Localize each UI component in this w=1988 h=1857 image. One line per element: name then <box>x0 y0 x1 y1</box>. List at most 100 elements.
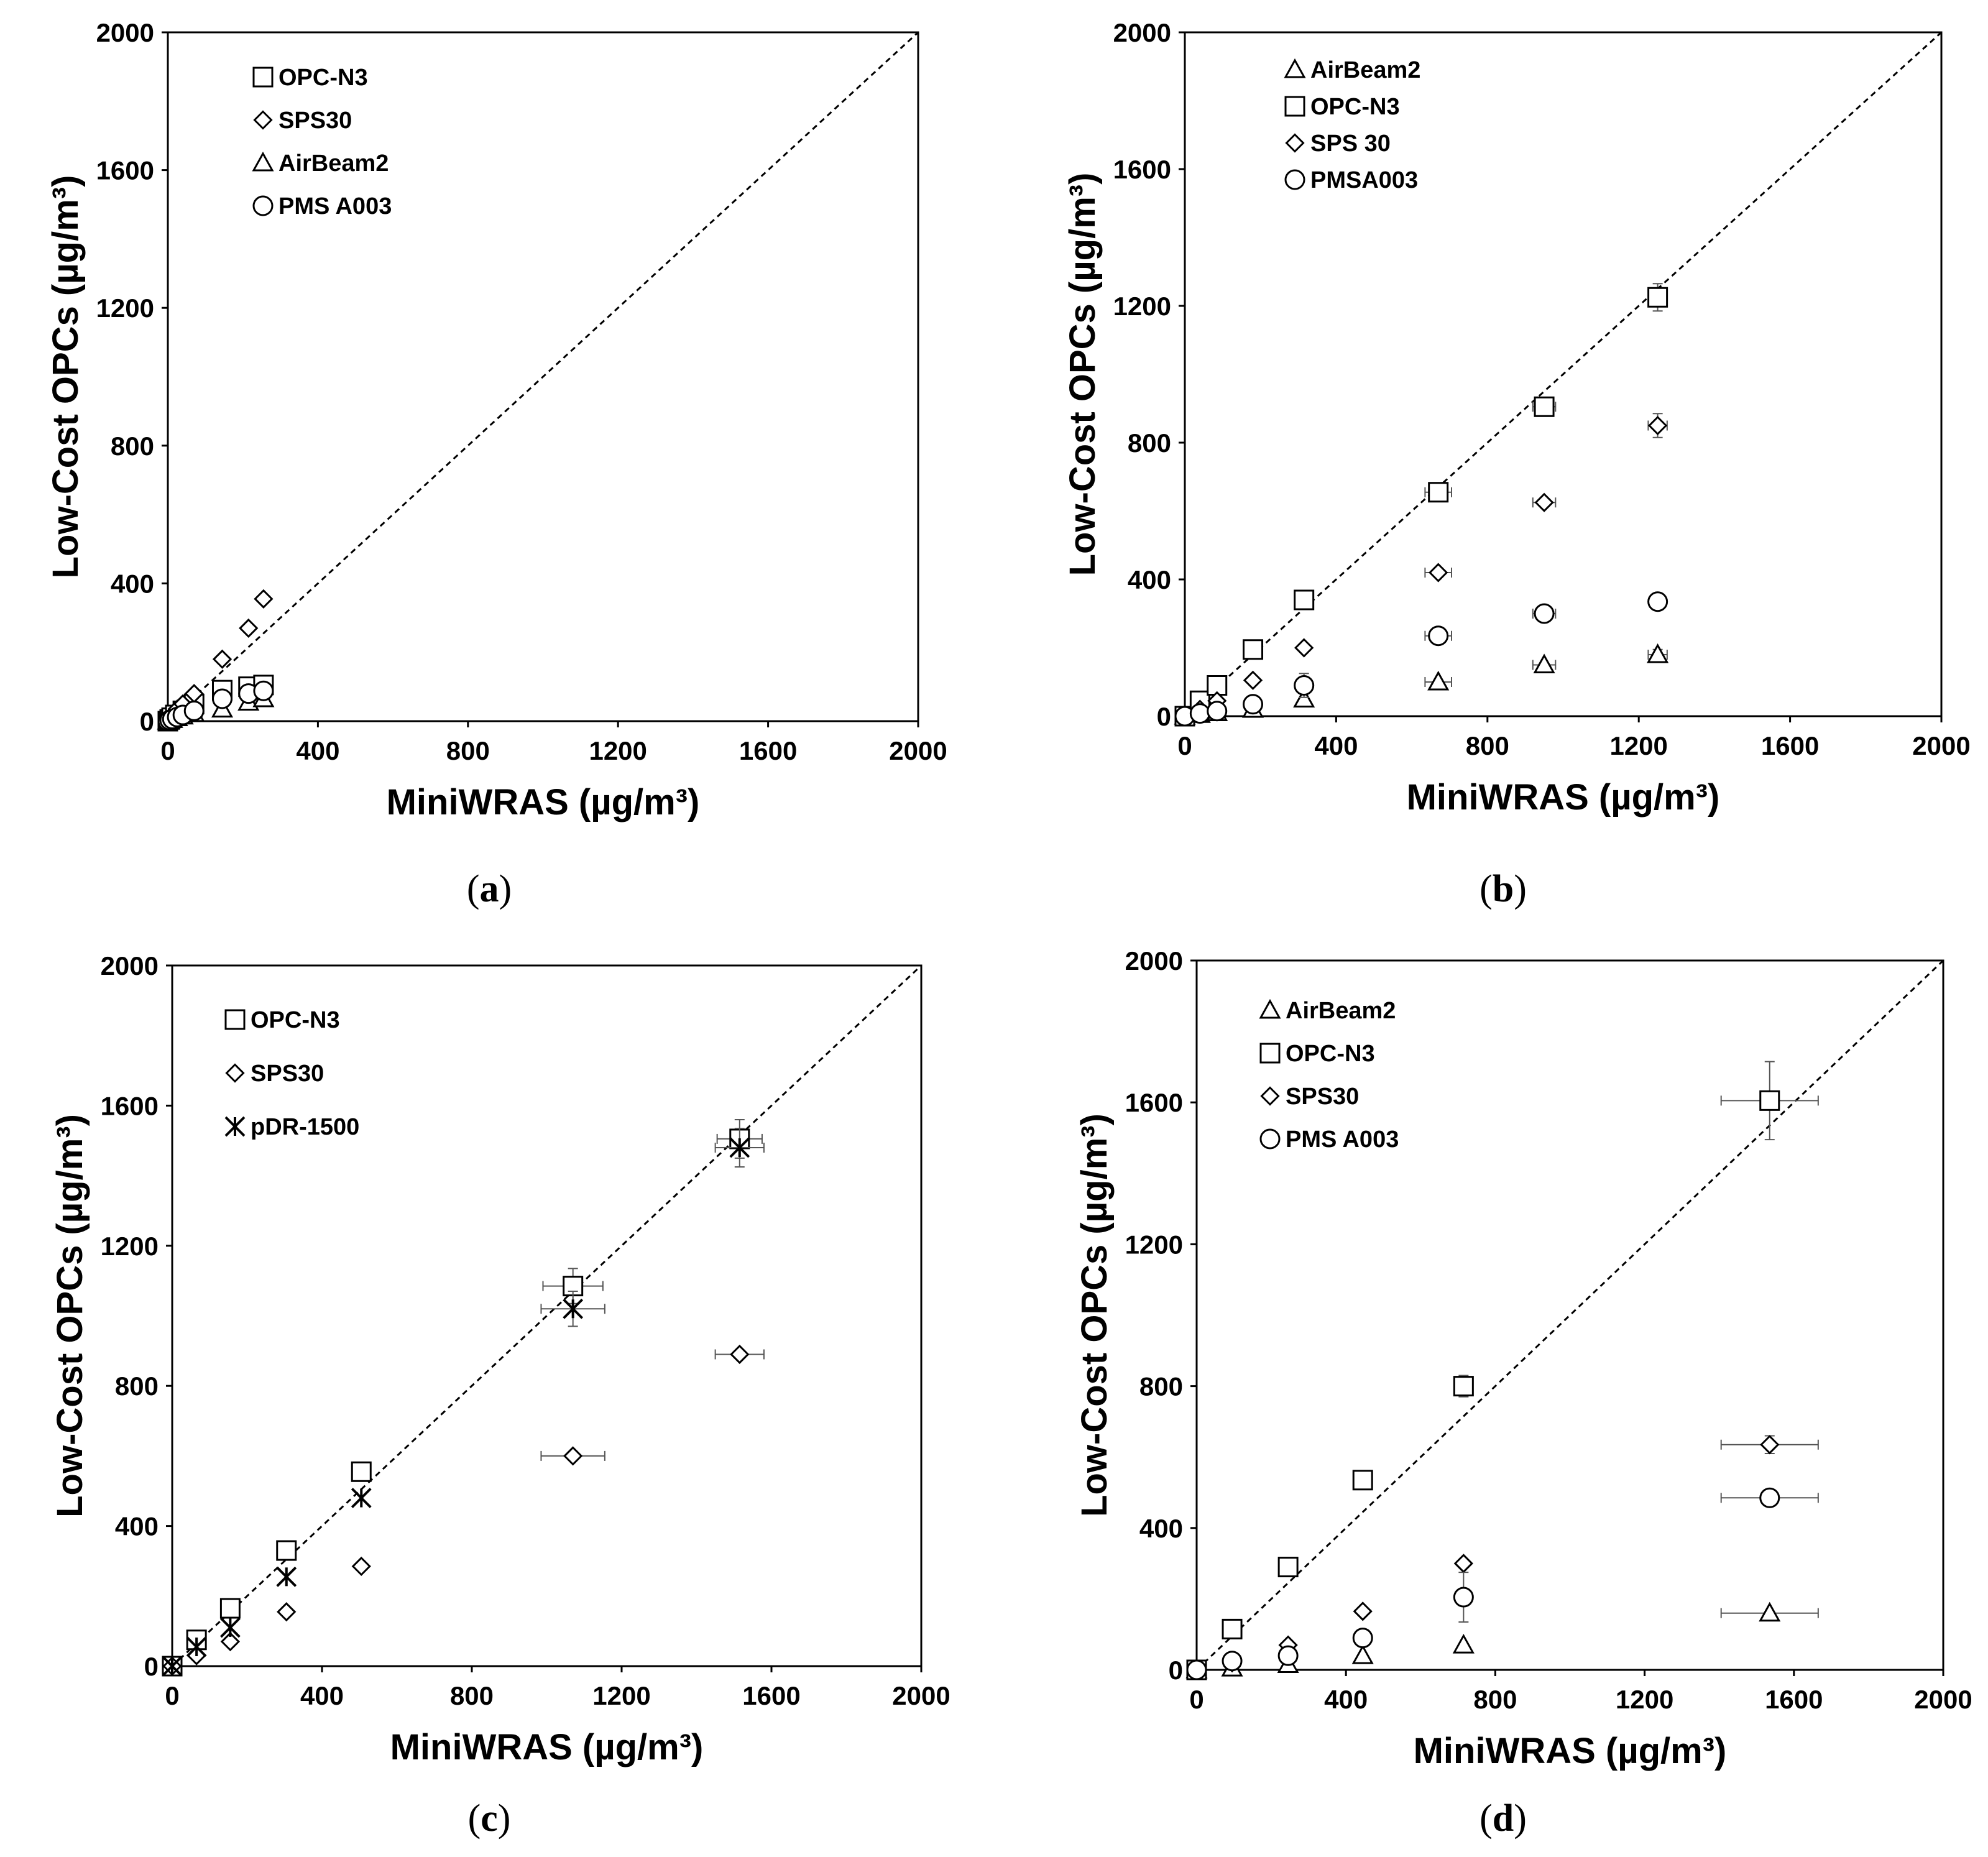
data-point <box>1294 675 1315 696</box>
panel-a-ylabel: Low-Cost OPCs (µg/m³) <box>45 175 86 579</box>
caption-paren: ( <box>1479 1797 1493 1840</box>
legend-marker <box>252 67 274 88</box>
data-point <box>1277 1557 1299 1578</box>
panel-b-legend: AirBeam2 OPC-N3 SPS 30 PMSA003 <box>1284 57 1420 193</box>
data-point <box>1533 653 1555 673</box>
panel-c-ytick-label: 1600 <box>101 1091 159 1120</box>
panel-c-xtick-label: 1600 <box>742 1681 800 1710</box>
panel-d-series-pms-a003 <box>1186 1487 1819 1680</box>
legend-entry: SPS 30 <box>1285 131 1391 157</box>
legend-label: PMSA003 <box>1310 167 1418 193</box>
panel-b-ytick-label: 0 <box>1157 702 1171 731</box>
data-point <box>1759 1601 1781 1622</box>
legend-entry: AirBeam2 <box>1259 998 1396 1024</box>
legend-label: SPS30 <box>278 108 352 134</box>
data-point <box>1294 589 1315 611</box>
panel-c-xtick-label: 0 <box>165 1681 179 1710</box>
data-point <box>1352 1470 1373 1491</box>
panel-c-ytick-label: 800 <box>115 1371 159 1401</box>
legend-entry: OPC-N3 <box>252 65 368 91</box>
legend-entry: OPC-N3 <box>1284 94 1400 120</box>
caption-letter: a <box>480 868 499 910</box>
caption-paren: ) <box>1514 1797 1527 1840</box>
panel-b-ytick-label: 400 <box>1128 565 1171 594</box>
data-point <box>212 688 233 709</box>
panel-d-ytick-label: 1600 <box>1125 1088 1183 1117</box>
panel-b-ytick-label: 1200 <box>1113 292 1171 321</box>
data-point <box>1294 638 1314 658</box>
legend-marker <box>252 195 274 216</box>
data-point <box>186 1636 207 1657</box>
legend-marker <box>1284 58 1306 78</box>
panel-d: 0 400 800 1200 1600 2000 0 400 800 1200 1600 2000 Mi… <box>1074 946 1972 1840</box>
caption-letter: c <box>481 1797 498 1840</box>
legend-entry: AirBeam2 <box>252 150 389 177</box>
panel-c-xtick-label: 2000 <box>892 1681 950 1710</box>
panel-c-xlabel: MiniWRAS (µg/m³) <box>390 1727 704 1767</box>
legend-marker <box>1284 96 1305 117</box>
caption-paren: ) <box>499 868 512 910</box>
panel-d-xtick-label: 400 <box>1324 1685 1368 1714</box>
panel-b: 0 400 800 1200 1600 2000 0 400 800 1200 1600 2000 Mi… <box>1062 18 1971 910</box>
data-point <box>1534 396 1555 417</box>
data-point <box>351 1556 371 1577</box>
panel-c-plot-frame <box>171 964 923 1667</box>
panel-b-xtick-label: 800 <box>1466 731 1509 760</box>
data-point <box>1186 1659 1207 1680</box>
panel-c-legend: OPC-N3 SPS30 pDR-1500 <box>224 1007 359 1140</box>
data-point <box>351 1488 372 1508</box>
caption-paren: ( <box>468 1797 481 1840</box>
data-point <box>212 649 232 669</box>
data-point <box>1243 639 1264 660</box>
caption-paren: ( <box>1479 868 1493 910</box>
panel-b-xtick-label: 0 <box>1177 731 1192 760</box>
data-point <box>219 1617 241 1638</box>
legend-entry: AirBeam2 <box>1284 57 1420 83</box>
legend-marker <box>1259 1043 1281 1064</box>
legend-label: PMS A003 <box>1286 1127 1399 1153</box>
data-point <box>1427 670 1450 691</box>
panel-a-legend: OPC-N3 SPS30 AirBeam2 PMS A003 <box>252 65 392 219</box>
data-point <box>220 1631 241 1652</box>
data-point <box>1352 1628 1373 1649</box>
data-point <box>1760 1435 1780 1455</box>
panel-d-xtick-label: 800 <box>1473 1685 1517 1714</box>
caption-paren: ( <box>467 868 480 910</box>
data-point <box>1759 1487 1780 1508</box>
data-point <box>162 1656 183 1677</box>
panel-a-reference-line <box>167 31 919 722</box>
panel-a-ytick-label: 800 <box>111 431 154 461</box>
data-point <box>1647 591 1668 612</box>
panel-c-ytick-label: 1200 <box>101 1232 159 1261</box>
legend-marker <box>1259 1128 1281 1150</box>
data-point <box>183 700 205 721</box>
data-point <box>1243 694 1264 715</box>
panel-a-ytick-label: 2000 <box>96 18 154 47</box>
panel-a-plot-frame <box>167 31 919 722</box>
data-point <box>1453 1554 1473 1574</box>
panel-d-ylabel: Low-Cost OPCs (µg/m³) <box>1074 1113 1115 1517</box>
panel-b-xtick-label: 1200 <box>1609 731 1667 760</box>
panel-d-reference-line <box>1195 959 1944 1671</box>
data-point <box>1428 625 1449 647</box>
panel-c-xtick-label: 800 <box>450 1681 494 1710</box>
data-point <box>1189 703 1210 724</box>
panel-a: 0 400 800 1200 1600 2000 0 400 800 1200 1600 2000 Mi… <box>45 18 947 910</box>
legend-entry: pDR-1500 <box>224 1114 359 1140</box>
panel-c: 0 400 800 1200 1600 2000 0 400 800 1200 1600 2000 Mi… <box>50 951 950 1840</box>
legend-label: OPC-N3 <box>278 65 368 91</box>
panel-a-ytick-label: 400 <box>111 569 154 598</box>
panel-a-xtick-label: 1200 <box>589 736 647 765</box>
panel-b-ytick-label: 800 <box>1128 428 1171 458</box>
legend-marker <box>225 1063 245 1083</box>
data-point <box>1453 1376 1474 1397</box>
legend-marker <box>1284 169 1305 190</box>
panel-a-xtick-label: 400 <box>296 736 339 765</box>
panel-d-series-opc-n3 <box>1186 1061 1819 1680</box>
panel-c-series-pdr-1500 <box>162 1128 765 1677</box>
panel-d-series-airbeam2 <box>1185 1601 1819 1679</box>
legend-entry: SPS30 <box>225 1061 324 1087</box>
panel-c-xtick-label: 1200 <box>592 1681 650 1710</box>
panel-a-series-pms-a003 <box>157 680 274 732</box>
